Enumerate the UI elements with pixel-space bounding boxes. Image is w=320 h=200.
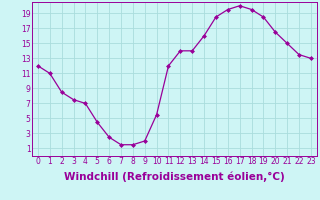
X-axis label: Windchill (Refroidissement éolien,°C): Windchill (Refroidissement éolien,°C) [64,172,285,182]
